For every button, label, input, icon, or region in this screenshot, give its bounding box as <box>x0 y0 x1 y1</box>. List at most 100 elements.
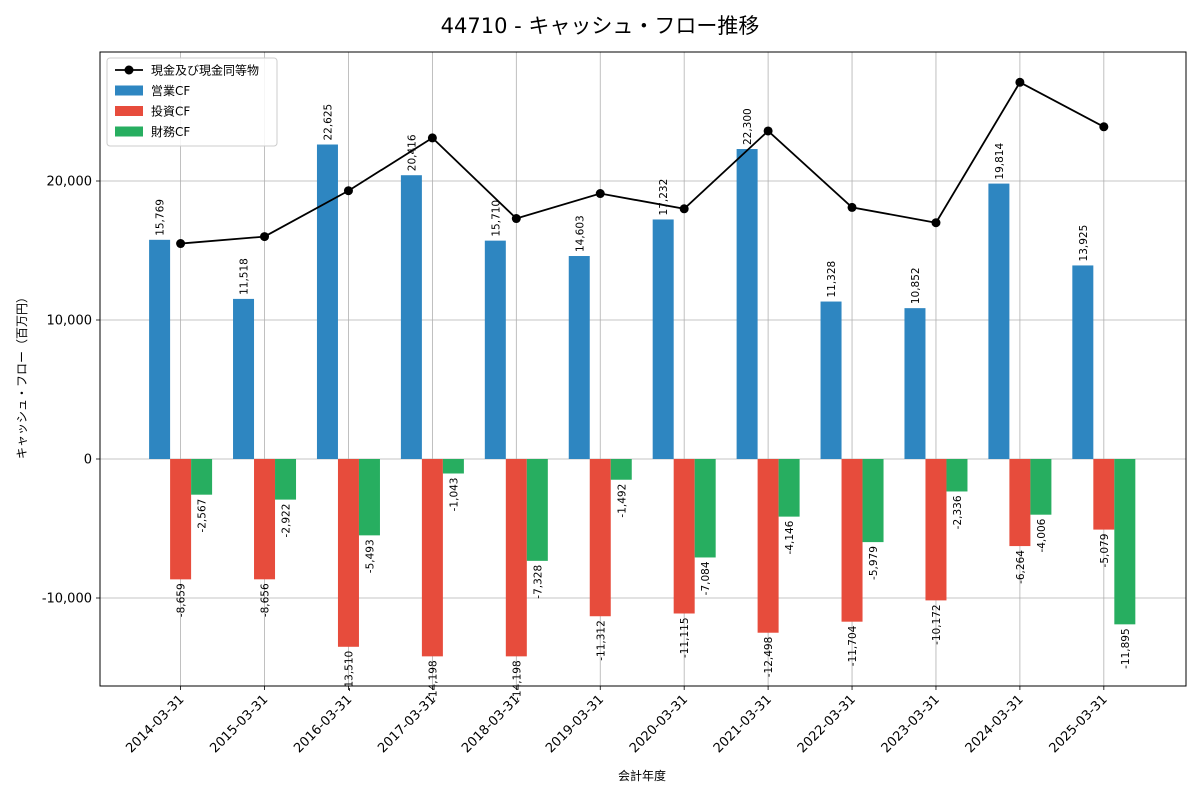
cash-line-point <box>763 126 773 136</box>
y-tick-label: 20,000 <box>47 175 93 190</box>
bar-financing <box>862 459 884 543</box>
data-labels: 15,769 11,518 22,625 20,416 15,710 14,603 17,2… <box>155 104 1132 701</box>
bar-operating <box>1072 265 1094 459</box>
bar-financing <box>1114 459 1136 625</box>
y-tick-label: 0 <box>84 453 92 468</box>
bar-series <box>149 144 1136 657</box>
bar-operating <box>400 175 422 460</box>
bar-operating <box>652 219 674 459</box>
bar-value-label: -2,922 <box>281 504 293 538</box>
cash-line-point <box>679 204 689 214</box>
cash-line-point <box>931 218 941 228</box>
bar-value-label: 14,603 <box>574 215 586 252</box>
x-tick-label: 2021-03-31 <box>711 692 775 756</box>
bar-value-label: 11,518 <box>239 258 251 295</box>
bar-value-label: -7,328 <box>532 565 544 599</box>
bar-value-label: 19,814 <box>994 143 1006 180</box>
bar-operating <box>904 308 926 459</box>
bar-value-label: -8,659 <box>176 583 188 617</box>
bar-investing <box>170 459 192 580</box>
legend-label: 営業CF <box>151 84 190 98</box>
x-tick-label: 2022-03-31 <box>795 692 859 756</box>
bar-value-label: -5,493 <box>364 539 376 573</box>
bar-investing <box>421 459 443 657</box>
cash-line-point <box>343 186 353 196</box>
cash-line-point <box>1015 77 1025 87</box>
bar-value-label: -11,312 <box>595 620 607 661</box>
bar-value-label: -2,567 <box>197 499 209 533</box>
y-axis-title: キャッシュ・フロー（百万円） <box>15 291 29 459</box>
plot-frame <box>99 51 1187 687</box>
bar-value-label: 22,300 <box>742 108 754 145</box>
bar-investing <box>589 459 611 617</box>
x-axis-title: 会計年度 <box>618 768 666 783</box>
bar-investing <box>925 459 947 601</box>
legend-box <box>106 57 278 147</box>
bar-value-label: -14,198 <box>511 660 523 701</box>
cash-line <box>180 81 1105 245</box>
cash-line-point <box>511 214 521 224</box>
legend-label: 投資CF <box>151 104 190 119</box>
x-tick-label: 2017-03-31 <box>375 692 439 756</box>
bar-investing <box>1093 459 1115 530</box>
bar-operating <box>316 144 338 459</box>
bar-value-label: -4,146 <box>784 520 796 554</box>
x-tick-label: 2024-03-31 <box>963 692 1027 756</box>
x-tick-label: 2023-03-31 <box>879 692 943 756</box>
bar-value-label: -4,006 <box>1036 518 1048 552</box>
bar-operating <box>484 240 506 459</box>
bar-operating <box>149 239 171 459</box>
bar-value-label: -14,198 <box>427 660 439 701</box>
bar-operating <box>568 256 590 459</box>
bar-investing <box>505 459 527 657</box>
bar-value-label: -8,656 <box>260 583 272 617</box>
bar-investing <box>254 459 276 580</box>
x-tick-label: 2014-03-31 <box>123 692 187 756</box>
bar-value-label: -11,115 <box>679 617 691 658</box>
x-tick-label: 2020-03-31 <box>627 692 691 756</box>
bar-investing <box>1009 459 1031 547</box>
legend-label: 現金及び現金同等物 <box>151 63 259 78</box>
bar-value-label: -2,336 <box>952 495 964 529</box>
x-tick-label: 2025-03-31 <box>1047 692 1111 756</box>
bar-value-label: 22,625 <box>322 104 334 141</box>
cash-line-point <box>427 133 437 143</box>
bar-value-label: 15,769 <box>155 199 167 236</box>
bar-value-label: 20,416 <box>406 134 418 171</box>
bar-value-label: 11,328 <box>826 261 838 298</box>
y-tick-label: 10,000 <box>47 314 93 329</box>
bar-financing <box>526 459 548 561</box>
bar-investing <box>841 459 863 622</box>
bar-operating <box>233 298 255 459</box>
cash-line-point <box>1099 122 1109 132</box>
x-tick-label: 2018-03-31 <box>459 692 523 756</box>
bar-value-label: -1,043 <box>448 477 460 511</box>
bar-investing <box>673 459 695 614</box>
bar-financing <box>191 459 213 495</box>
legend-bar-swatch <box>115 106 143 116</box>
bar-financing <box>1030 459 1052 515</box>
bar-financing <box>610 459 632 480</box>
bar-financing <box>358 459 380 536</box>
bar-value-label: 15,710 <box>490 200 502 237</box>
cash-line-point <box>176 239 186 249</box>
bar-financing <box>778 459 800 517</box>
bar-financing <box>946 459 968 492</box>
bar-value-label: -5,979 <box>868 546 880 580</box>
bar-value-label: -5,079 <box>1099 534 1111 568</box>
cash-line-series <box>176 77 1109 249</box>
bar-investing <box>757 459 779 633</box>
y-tick-label: -10,000 <box>42 592 92 607</box>
bar-operating <box>988 183 1010 460</box>
bar-value-label: -11,704 <box>847 625 859 666</box>
bar-value-label: -6,264 <box>1015 550 1027 584</box>
bar-value-label: -10,172 <box>931 604 943 645</box>
bar-operating <box>736 149 758 459</box>
bar-financing <box>442 459 464 474</box>
axes: -10,000 0 10,000 20,000 2014-03-31 2015-03-31… <box>42 51 1187 756</box>
legend-marker-swatch <box>124 65 134 75</box>
bar-value-label: -11,895 <box>1120 628 1132 669</box>
legend-label: 財務CF <box>151 124 190 139</box>
